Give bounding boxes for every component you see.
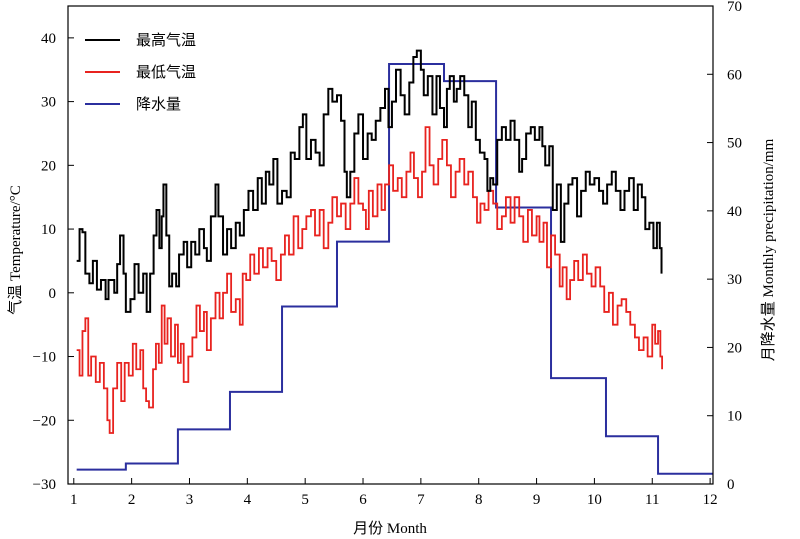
- x-tick-label: 1: [70, 492, 78, 508]
- plot-frame: [67, 5, 714, 485]
- x-tick-label: 5: [301, 492, 309, 508]
- x-tick-label: 2: [128, 492, 136, 508]
- y-right-tick-label: 10: [727, 409, 742, 425]
- y-left-tick-label: −20: [33, 413, 56, 429]
- y-right-tick-label: 40: [727, 204, 742, 220]
- y-axis-right-title: 月降水量 Monthly precipitation/mm: [760, 138, 777, 361]
- x-axis-title: 月份 Month: [353, 520, 427, 537]
- legend: 最高气温 最低气温 降水量: [85, 31, 196, 113]
- series-line-min-temp: [76, 126, 663, 434]
- x-tick-label: 3: [186, 492, 194, 508]
- x-tick-label: 6: [359, 492, 367, 508]
- series-line-precipitation: [76, 63, 713, 475]
- ticks-layer: 1 2 3 4 5 6 7 8 9 10 11 12−30−20−100102030400102030…: [33, 0, 742, 508]
- y-right-tick-label: 30: [727, 272, 742, 288]
- y-left-tick-label: 10: [41, 222, 56, 238]
- y-right-tick-label: 20: [727, 340, 742, 356]
- y-left-tick-label: 40: [41, 31, 56, 47]
- x-tick-label: 4: [244, 492, 252, 508]
- legend-label-max-temp: 最高气温: [136, 31, 196, 49]
- legend-label-precipitation: 降水量: [136, 95, 181, 113]
- y-left-tick-label: 20: [41, 158, 56, 174]
- y-left-tick-label: 30: [41, 95, 56, 111]
- x-tick-label: 12: [703, 492, 718, 508]
- y-axis-left-title: 气温 Temperature/°C: [7, 185, 24, 315]
- y-left-tick-label: −10: [33, 350, 56, 366]
- y-right-tick-label: 60: [727, 67, 742, 83]
- y-right-tick-label: 50: [727, 136, 742, 152]
- series-line-max-temp: [76, 49, 663, 313]
- y-right-tick-label: 0: [727, 477, 735, 493]
- x-tick-label: 9: [533, 492, 541, 508]
- legend-label-min-temp: 最低气温: [136, 63, 196, 81]
- plot-area: [76, 49, 713, 475]
- x-tick-label: 7: [417, 492, 425, 508]
- y-left-tick-label: 0: [49, 286, 57, 302]
- series-layer: [76, 49, 713, 475]
- y-left-tick-label: −30: [33, 477, 56, 493]
- x-tick-label: 11: [645, 492, 659, 508]
- x-tick-label: 10: [587, 492, 602, 508]
- x-tick-label: 8: [475, 492, 483, 508]
- y-right-tick-label: 70: [727, 0, 742, 15]
